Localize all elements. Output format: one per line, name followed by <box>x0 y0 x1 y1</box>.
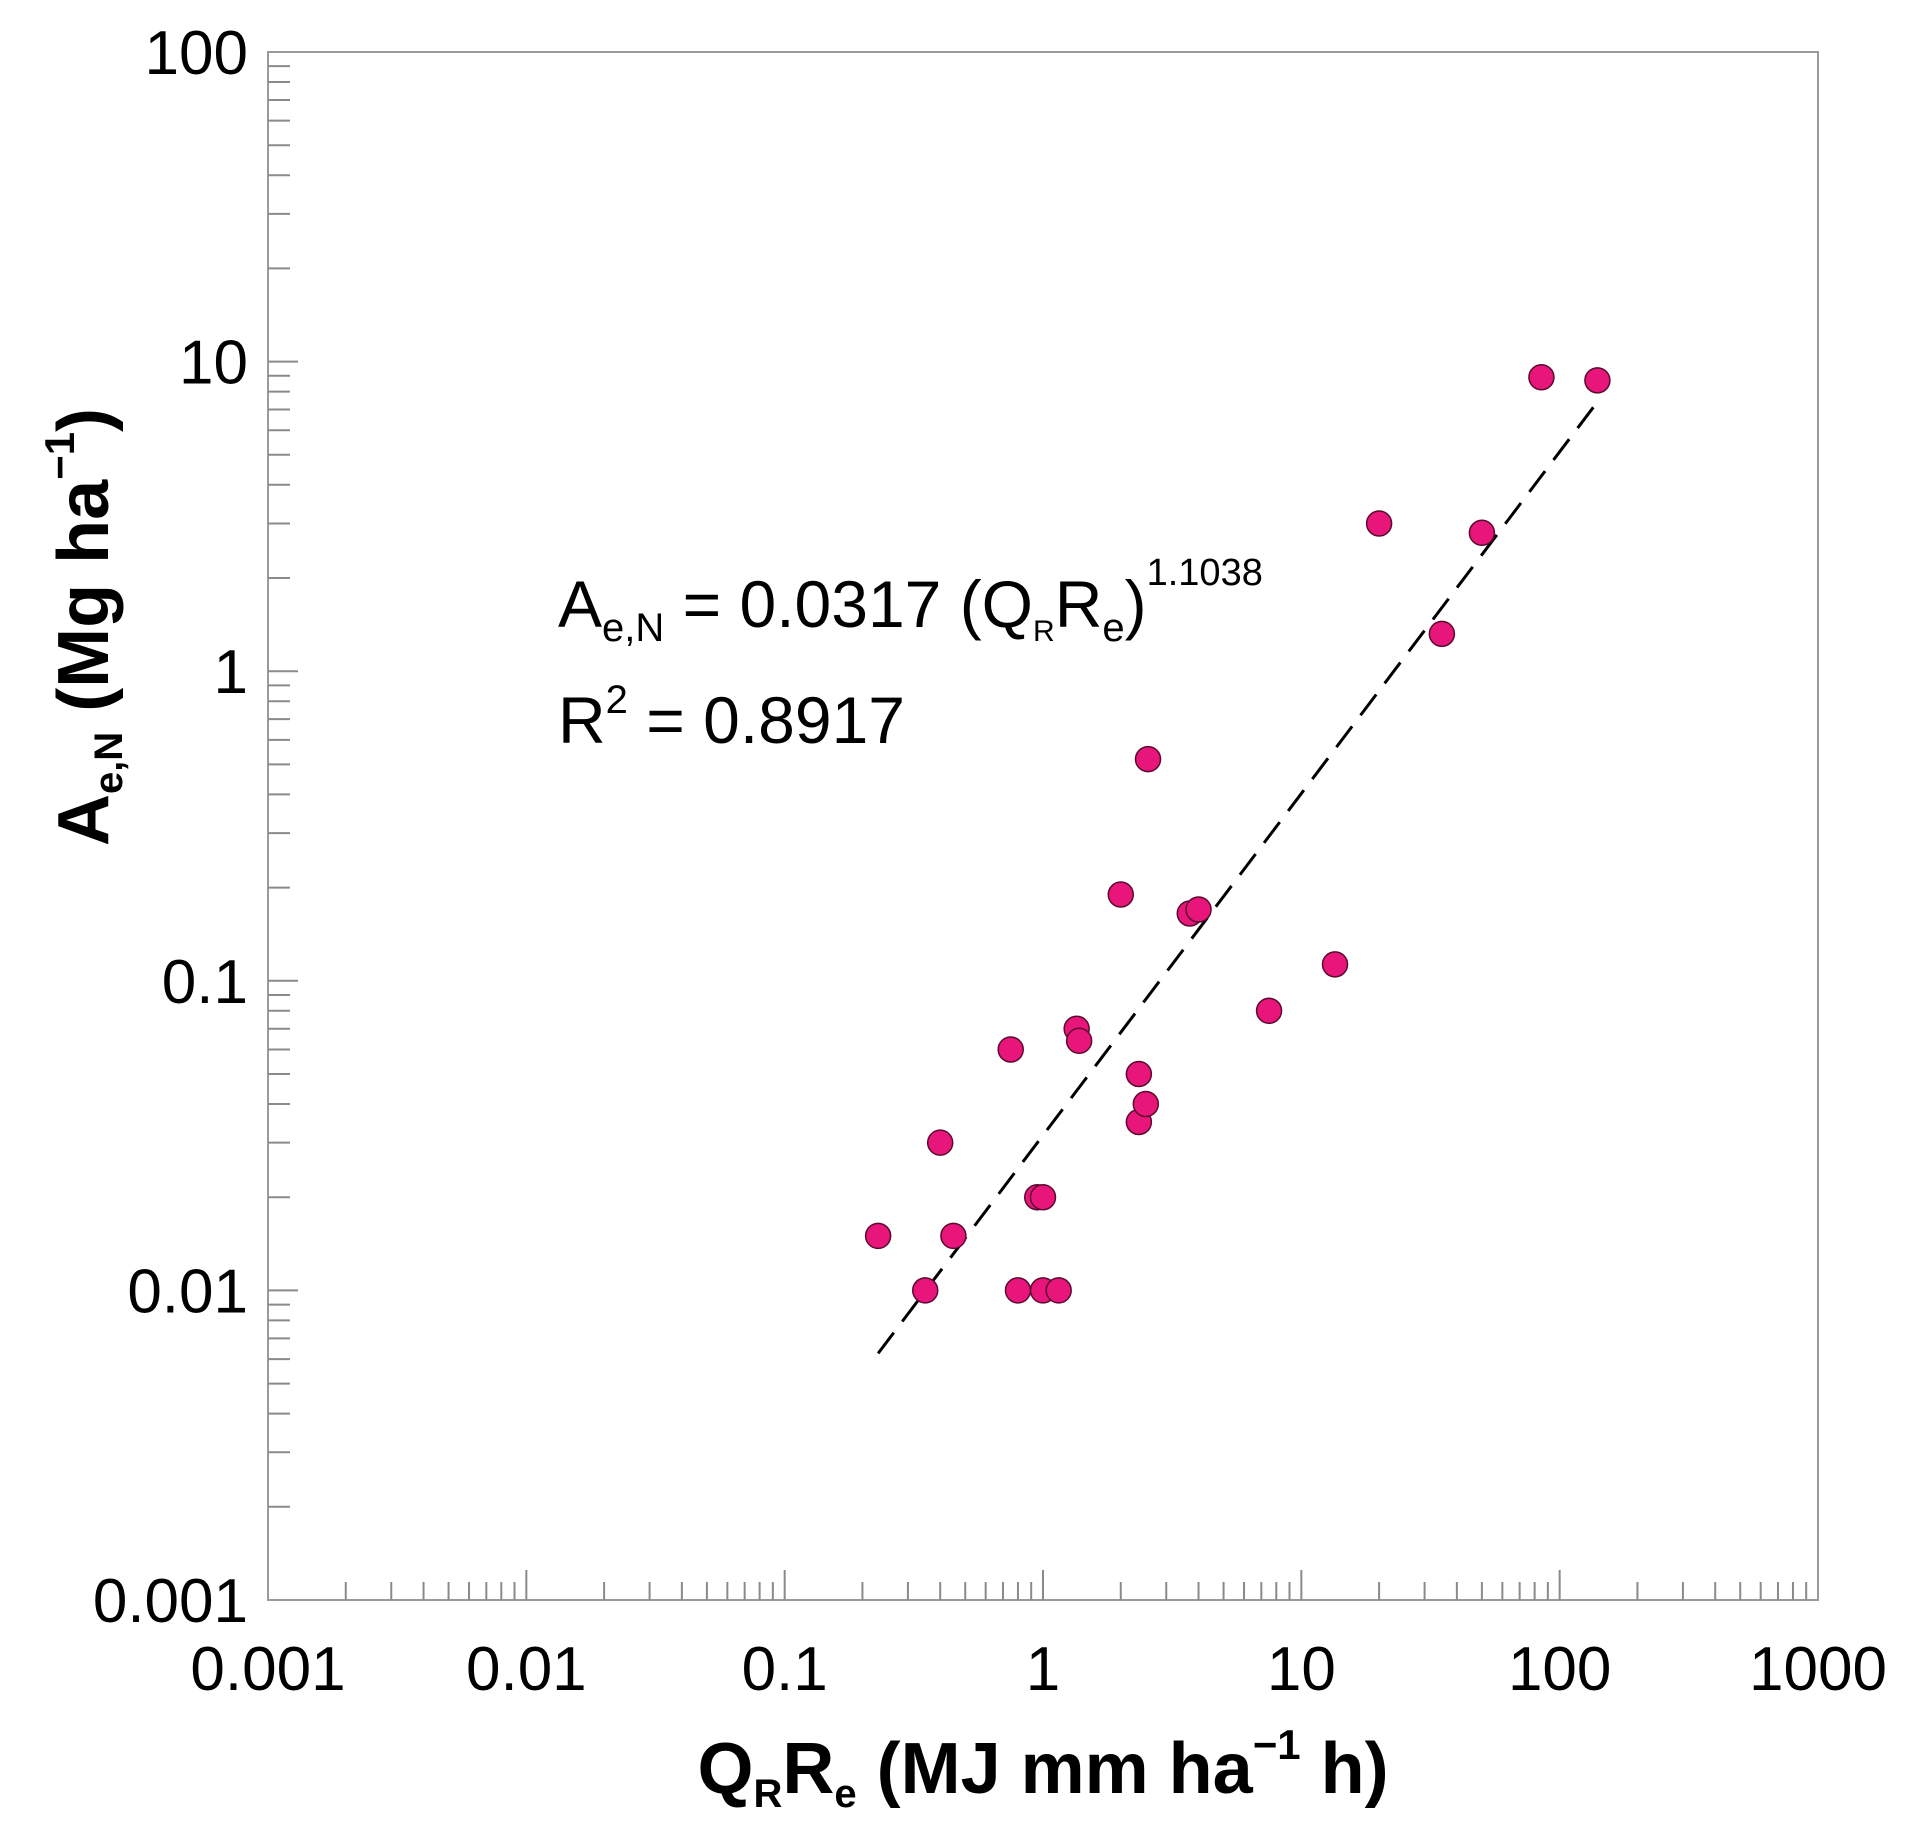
data-point <box>1185 896 1212 923</box>
xlabel-rest: (MJ mm ha <box>857 1729 1254 1809</box>
x-tick-labels: 0.001 0.01 0.1 1 10 100 1000 <box>190 1635 1887 1704</box>
eq-lhs: A <box>558 567 602 641</box>
eq-close: ) <box>1125 567 1147 641</box>
minor-ticks <box>268 65 1808 1600</box>
plot-frame <box>267 51 1819 1601</box>
x-tick-label: 1 <box>1026 1635 1060 1704</box>
x-tick-label: 1000 <box>1749 1635 1887 1704</box>
ylabel-exp: −1 <box>36 432 83 480</box>
data-point <box>1132 1090 1160 1118</box>
xlabel-main: Q <box>697 1729 753 1809</box>
eq-exponent: 1.1038 <box>1147 552 1263 594</box>
data-point <box>864 1222 892 1250</box>
data-point <box>1125 1060 1153 1088</box>
xlabel-exp: −1 <box>1253 1721 1301 1768</box>
x-tick-label: 0.001 <box>190 1635 345 1704</box>
data-point <box>1468 519 1496 547</box>
y-tick-label: 10 <box>179 329 248 398</box>
y-tick-label: 1 <box>214 638 248 707</box>
ylabel-tail: ) <box>44 408 124 432</box>
x-tick-label: 0.01 <box>466 1635 587 1704</box>
r2-label: R <box>558 683 606 757</box>
eq-r: R <box>1055 567 1103 641</box>
data-point <box>1134 745 1162 773</box>
eq-r-sub: e <box>1102 606 1124 650</box>
data-point <box>1255 997 1283 1025</box>
fit-equation: Ae,N = 0.0317 (QRRe)1.1038 <box>558 552 1263 650</box>
xlabel-tail: h) <box>1301 1729 1389 1809</box>
data-point <box>1365 510 1393 537</box>
x-tick-label: 0.1 <box>742 1635 828 1704</box>
data-points <box>864 364 1611 1304</box>
data-point <box>1029 1183 1057 1211</box>
eq-q-sub: R <box>1033 615 1055 648</box>
data-point <box>1045 1277 1072 1304</box>
xlabel-sub2: e <box>834 1772 856 1816</box>
data-point <box>1584 367 1611 394</box>
eq-mid: = 0.0317 (Q <box>664 567 1033 641</box>
y-axis-label: Ae,N (Mg ha−1) <box>36 408 131 846</box>
data-point <box>926 1129 954 1156</box>
data-point <box>940 1222 967 1250</box>
xlabel-main2: R <box>782 1729 834 1809</box>
y-tick-label: 0.1 <box>162 948 248 1017</box>
data-point <box>1107 881 1135 908</box>
data-point <box>1528 364 1555 391</box>
data-point <box>1428 620 1456 648</box>
r2-exp: 2 <box>606 678 628 722</box>
y-tick-labels: 0.001 0.01 0.1 1 10 100 <box>93 19 248 1636</box>
eq-lhs-sub: e,N <box>602 606 664 650</box>
y-tick-label: 100 <box>145 19 248 88</box>
y-tick-label: 0.001 <box>93 1567 248 1636</box>
ylabel-rest: (Mg ha <box>44 479 124 732</box>
ylabel-sub: e,N <box>87 732 131 794</box>
r2-value: = 0.8917 <box>628 683 905 757</box>
y-tick-label: 0.01 <box>127 1257 248 1326</box>
x-tick-label: 10 <box>1267 1635 1336 1704</box>
data-point <box>911 1277 939 1304</box>
data-point <box>997 1036 1024 1063</box>
x-tick-label: 100 <box>1508 1635 1611 1704</box>
x-axis-label: QRRe (MJ mm ha−1 h) <box>697 1721 1388 1816</box>
r-squared: R2 = 0.8917 <box>558 678 905 757</box>
data-point <box>1065 1027 1093 1055</box>
xlabel-sub1: R <box>753 1772 782 1816</box>
data-point <box>1321 951 1349 978</box>
ylabel-main: A <box>44 794 124 846</box>
data-point <box>1004 1277 1032 1304</box>
